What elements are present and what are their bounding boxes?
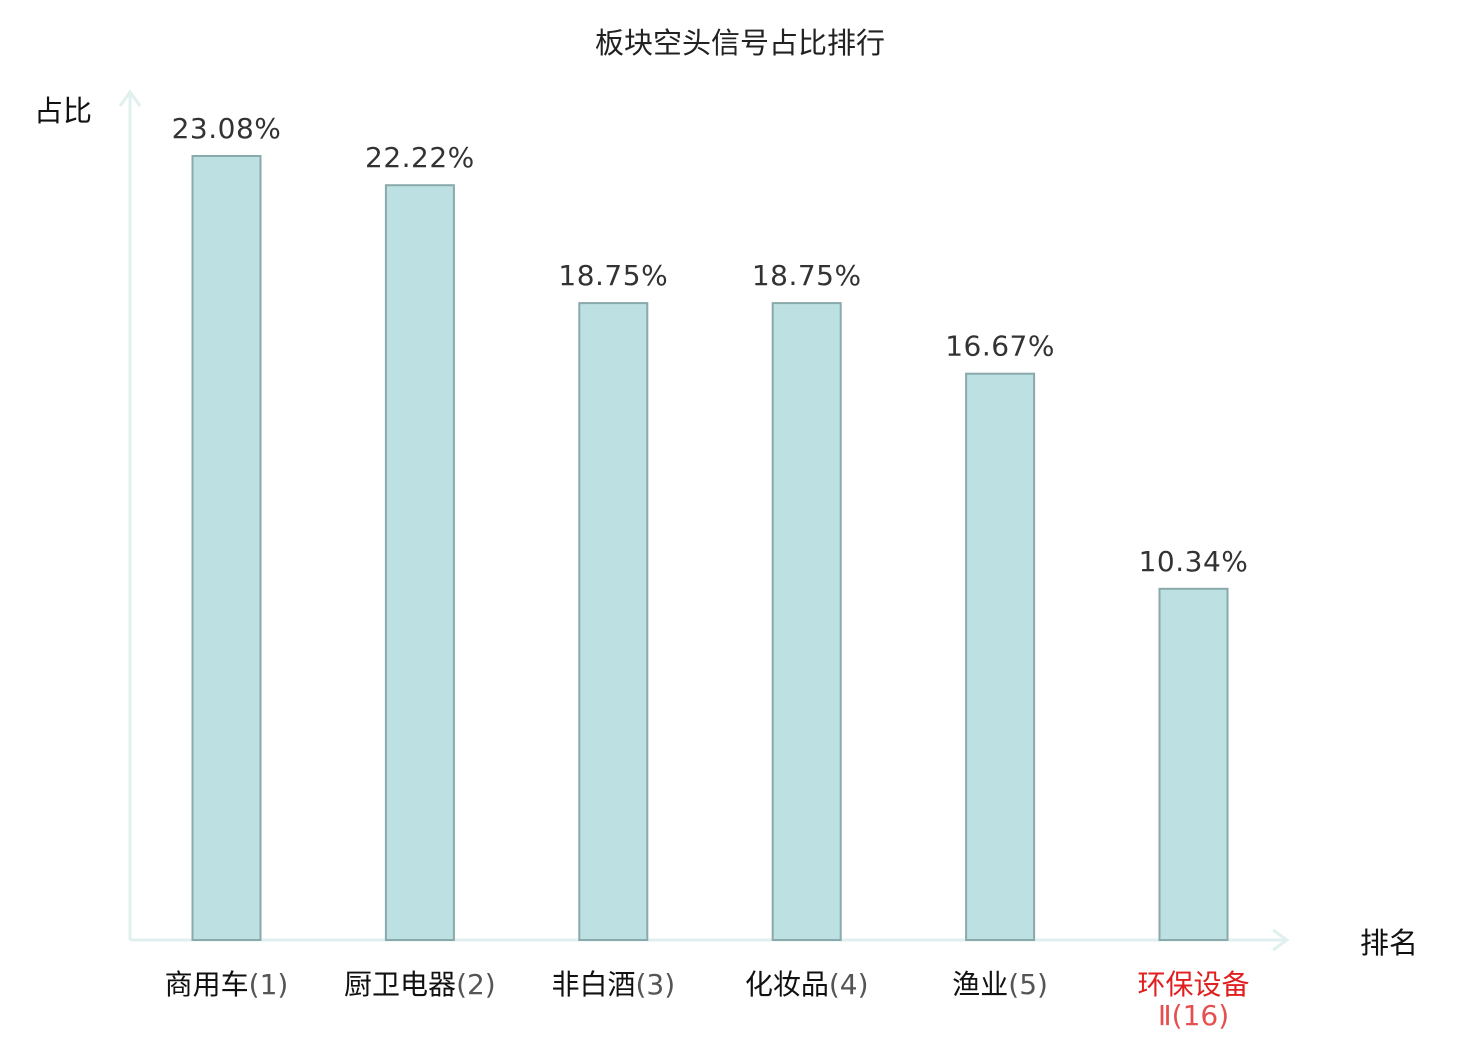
category-label-6: 环保设备 [1137, 968, 1249, 1001]
category-rank-5: (5) [1008, 968, 1048, 1001]
category-rank-1: (1) [249, 968, 289, 1001]
category-name-4: 化妆品 [745, 968, 829, 1001]
category-label-5: 渔业(5) [952, 968, 1048, 1001]
bar-2 [384, 184, 455, 941]
bar-3 [578, 302, 649, 942]
bar-1 [191, 155, 262, 941]
value-label-4: 18.75% [752, 259, 862, 292]
chart-title: 板块空头信号占比排行 [595, 26, 885, 60]
x-axis-label: 排名 [1360, 926, 1418, 960]
bar-5 [965, 372, 1036, 941]
category-name-2: 厨卫电器 [344, 968, 456, 1001]
category-rank-3: (3) [635, 968, 675, 1001]
category-label-1: 商用车(1) [165, 968, 289, 1001]
bar-4 [771, 302, 842, 942]
category-name-5: 渔业 [952, 968, 1008, 1001]
x-axis-arrow-icon [1272, 928, 1290, 952]
bars-layer: 23.08% 商用车(1) 22.22% 厨卫电器(2) 18.75% 非白酒(3) 18.… [165, 112, 1250, 1032]
value-label-2: 22.22% [365, 141, 475, 174]
category-name-3: 非白酒 [551, 968, 635, 1001]
category-label-2: 厨卫电器(2) [344, 968, 496, 1001]
category-rank-2: (2) [456, 968, 496, 1001]
value-label-3: 18.75% [558, 259, 668, 292]
value-label-5: 16.67% [945, 330, 1055, 363]
value-label-1: 23.08% [172, 112, 282, 145]
y-axis-arrow-icon [118, 89, 142, 107]
category-rank-6: Ⅱ(16) [1158, 999, 1229, 1032]
category-label-3: 非白酒(3) [551, 968, 675, 1001]
category-rank-4: (4) [829, 968, 869, 1001]
bar-6 [1158, 587, 1229, 941]
value-label-6: 10.34% [1139, 545, 1249, 578]
y-axis-label: 占比 [34, 94, 92, 128]
category-label-4: 化妆品(4) [745, 968, 869, 1001]
category-name-1: 商用车 [165, 968, 249, 1001]
